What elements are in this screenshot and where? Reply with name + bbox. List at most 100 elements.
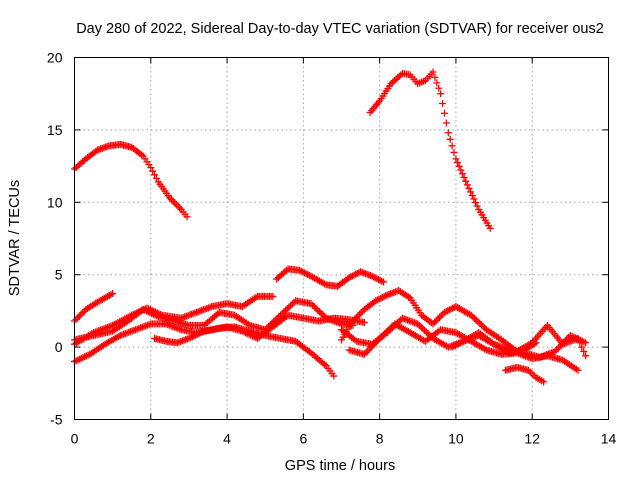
x-tick-label: 6 [299, 431, 307, 447]
data-point [397, 71, 405, 79]
series-arc-low-c [71, 297, 357, 344]
data-point [373, 275, 381, 283]
data-point [454, 159, 462, 167]
data-point [77, 310, 85, 318]
data-point [450, 342, 458, 350]
series-arc-high-evening [366, 68, 494, 232]
data-point [299, 268, 307, 276]
data-point [147, 164, 155, 172]
data-point [172, 201, 180, 209]
data-point [451, 341, 459, 349]
data-point [282, 266, 290, 274]
plot-frame [74, 57, 609, 420]
data-point [79, 309, 87, 317]
data-point [471, 314, 479, 322]
data-point [378, 277, 386, 285]
data-point [360, 350, 368, 358]
data-point [373, 296, 381, 304]
series-arc-mid-evening [273, 265, 387, 290]
data-point [351, 315, 359, 323]
data-point [171, 199, 179, 207]
data-point [379, 278, 387, 286]
data-point [149, 167, 157, 175]
data-point [470, 195, 478, 203]
y-axis-label: SDTVAR / TECUs [7, 180, 23, 296]
data-point [307, 300, 315, 308]
data-point [429, 320, 437, 328]
y-tick-label: 0 [55, 339, 63, 355]
data-point [468, 191, 476, 199]
grid [74, 57, 609, 420]
data-point [472, 316, 480, 324]
x-tick-label: 12 [524, 431, 540, 447]
data-point [370, 273, 378, 281]
data-point [530, 340, 538, 348]
data-point [375, 295, 383, 303]
data-point [349, 317, 357, 325]
data-point [455, 340, 463, 348]
data-point [151, 171, 159, 179]
data-point [429, 68, 437, 76]
data-point [450, 148, 458, 156]
x-tick-label: 4 [223, 431, 231, 447]
series-arc-late-d [448, 329, 540, 357]
data-point [421, 326, 429, 334]
data-point [455, 162, 463, 170]
data-point [444, 307, 452, 315]
data-point [138, 151, 146, 159]
data-points [71, 68, 590, 386]
data-point [382, 292, 390, 300]
data-point [440, 308, 448, 316]
data-point [434, 315, 442, 323]
data-point [304, 270, 312, 278]
data-point [437, 90, 445, 98]
data-point [360, 318, 368, 326]
y-tick-label: 15 [47, 122, 63, 138]
data-point [354, 312, 362, 320]
data-point [283, 305, 291, 313]
data-point [473, 202, 481, 210]
data-point [467, 188, 475, 196]
data-point [378, 293, 386, 301]
data-point [474, 318, 482, 326]
series-arc-high-morning [71, 140, 191, 221]
data-point [574, 366, 582, 374]
data-point [449, 304, 457, 312]
data-point [477, 321, 485, 329]
data-point [183, 213, 191, 221]
data-point [472, 199, 480, 207]
series-arc-late-a [338, 287, 590, 360]
data-point [300, 269, 308, 277]
series-arc-low-d [71, 311, 368, 366]
data-point [377, 294, 385, 302]
data-point [422, 328, 430, 336]
data-point [582, 352, 590, 360]
data-point [167, 196, 175, 204]
data-point [405, 293, 413, 301]
data-point [290, 298, 298, 306]
data-point [74, 314, 82, 322]
data-point [352, 314, 360, 322]
y-tick-label: 20 [47, 50, 63, 66]
data-point [350, 271, 358, 279]
x-axis-label: GPS time / hours [285, 458, 395, 474]
data-point [166, 194, 174, 202]
data-point [297, 267, 305, 275]
data-point [580, 347, 588, 355]
data-point [463, 181, 471, 189]
data-point [375, 275, 383, 283]
data-point [578, 343, 586, 351]
data-point [532, 339, 540, 347]
data-point [435, 84, 443, 92]
x-tick-label: 14 [601, 431, 617, 447]
series-arc-tail [502, 363, 548, 386]
data-point [444, 129, 452, 137]
data-point [348, 272, 356, 280]
data-point [582, 339, 590, 347]
data-point [436, 313, 444, 321]
data-point [302, 270, 310, 278]
y-tick-label: 10 [47, 194, 63, 210]
data-point [362, 349, 370, 357]
y-tick-label: -5 [50, 412, 63, 428]
